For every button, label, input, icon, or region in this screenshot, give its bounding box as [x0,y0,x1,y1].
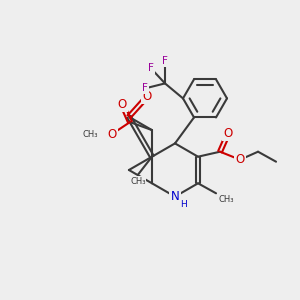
Text: CH₃: CH₃ [130,177,146,186]
Text: O: O [107,128,117,141]
Text: H: H [180,200,187,208]
Text: F: F [148,63,154,74]
Text: CH₃: CH₃ [218,195,233,204]
Text: CH₃: CH₃ [82,130,98,139]
Text: N: N [171,190,179,203]
Text: O: O [142,90,152,103]
Text: F: F [162,56,168,66]
Text: O: O [236,153,245,166]
Text: F: F [142,83,148,93]
Text: O: O [117,98,127,111]
Text: O: O [224,127,233,140]
